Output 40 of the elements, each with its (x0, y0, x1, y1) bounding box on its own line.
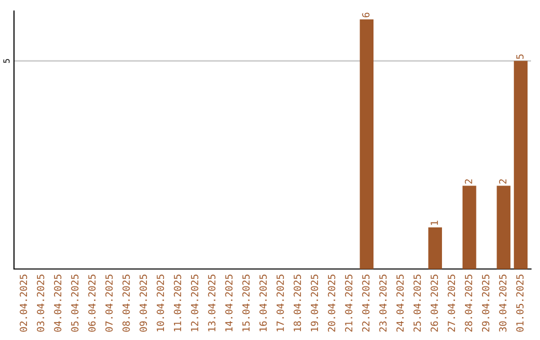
x-tick-label: 04.04.2025 (54, 274, 62, 332)
x-tick-label: 18.04.2025 (294, 274, 302, 332)
x-tick-label: 27.04.2025 (448, 274, 456, 332)
x-tick-label: 09.04.2025 (140, 274, 147, 332)
data-label: 1 (430, 220, 438, 225)
x-tick-label: 24.04.2025 (396, 274, 404, 332)
x-tick-label: 05.04.2025 (71, 274, 78, 332)
x-tick-label: 11.04.2025 (174, 274, 182, 332)
data-label: 6 (362, 12, 370, 18)
x-tick-label: 20.04.2025 (328, 274, 336, 332)
x-tick-label: 15.04.2025 (242, 274, 250, 332)
x-tick-label: 26.04.2025 (430, 274, 438, 332)
x-tick-label: 14.04.2025 (225, 274, 233, 332)
x-tick-label: 28.04.2025 (464, 274, 472, 332)
x-tick-label: 03.04.2025 (36, 274, 44, 332)
data-label: 2 (499, 179, 506, 184)
x-tick-label: 07.04.2025 (105, 274, 113, 332)
x-tick-label: 23.04.2025 (379, 274, 387, 332)
x-tick-label: 19.04.2025 (310, 274, 318, 332)
x-tick-label: 02.04.2025 (20, 274, 28, 332)
x-tick-label: 29.04.2025 (482, 274, 490, 332)
bar (360, 19, 374, 269)
bar (462, 186, 476, 269)
x-tick-label: 17.04.2025 (276, 274, 284, 332)
data-label: 2 (464, 179, 472, 184)
x-tick-label: 21.04.2025 (345, 274, 352, 332)
x-tick-label: 06.04.2025 (88, 274, 96, 332)
bar (428, 227, 442, 269)
x-tick-label: 01.05.2025 (516, 274, 524, 332)
x-tick-label: 25.04.2025 (414, 274, 421, 332)
x-tick-label: 12.04.2025 (190, 274, 198, 332)
x-tick-label: 10.04.2025 (156, 274, 164, 332)
data-label: 5 (516, 54, 524, 59)
bar (496, 186, 510, 269)
x-tick-label: 30.04.2025 (499, 274, 506, 332)
x-tick-label: 13.04.2025 (208, 274, 216, 332)
x-tick-label: 16.04.2025 (259, 274, 267, 332)
bar (514, 60, 528, 269)
x-tick-label: 22.04.2025 (362, 274, 370, 332)
x-tick-label: 08.04.2025 (122, 274, 130, 332)
